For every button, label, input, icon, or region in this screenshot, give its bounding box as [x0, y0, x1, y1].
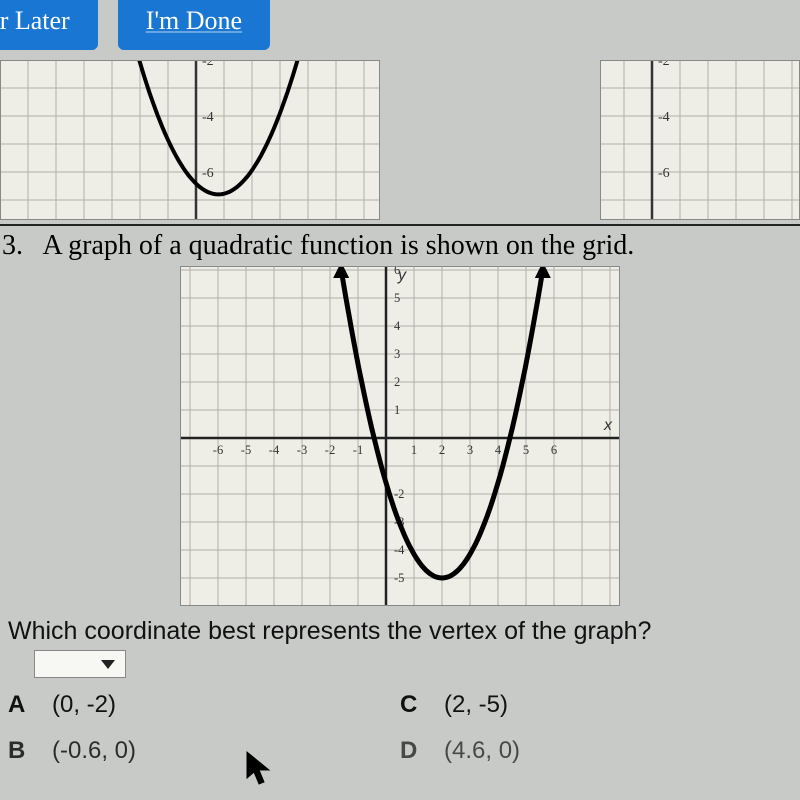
svg-text:6: 6 [551, 443, 557, 457]
answer-text: (4.6, 0) [444, 737, 520, 765]
sub-question-block: Which coordinate best represents the ver… [0, 612, 800, 683]
save-for-later-button[interactable]: e for Later [0, 0, 98, 50]
main-graph-svg: -6-5-4-3-2-1123456654321-2-3-4-5xy [180, 266, 620, 606]
question-number: 3. [2, 230, 23, 261]
svg-text:2: 2 [394, 375, 400, 389]
top-button-bar: e for Later I'm Done [0, 0, 800, 60]
svg-text:-6: -6 [658, 166, 670, 181]
svg-text:-3: -3 [297, 443, 307, 457]
question-line: 3. A graph of a quadratic function is sh… [0, 226, 800, 264]
svg-text:5: 5 [523, 443, 529, 457]
top-graph-row: -2 -4 -6 -2 -4 -6 [0, 60, 800, 226]
svg-text:-2: -2 [325, 443, 335, 457]
answer-letter: D [400, 737, 426, 765]
svg-text:2: 2 [439, 443, 445, 457]
svg-text:1: 1 [411, 443, 417, 457]
answer-letter: C [400, 691, 426, 719]
svg-text:-4: -4 [202, 110, 214, 125]
top-graph-right-svg: -2 -4 -6 [600, 60, 800, 220]
svg-text:4: 4 [394, 319, 401, 333]
svg-text:-1: -1 [353, 443, 363, 457]
svg-text:1: 1 [394, 403, 400, 417]
top-graph-left-svg: -2 -4 -6 [0, 60, 380, 220]
answer-letter: B [8, 737, 34, 765]
answer-option-d[interactable]: D (4.6, 0) [400, 737, 792, 765]
svg-text:5: 5 [394, 291, 400, 305]
svg-text:-4: -4 [269, 443, 280, 457]
answer-text: (-0.6, 0) [52, 737, 136, 765]
svg-text:-6: -6 [213, 443, 223, 457]
svg-text:-2: -2 [394, 487, 404, 501]
svg-text:-6: -6 [202, 166, 214, 181]
sub-question-text: Which coordinate best represents the ver… [8, 617, 651, 645]
svg-text:4: 4 [495, 443, 502, 457]
main-graph-container: -6-5-4-3-2-1123456654321-2-3-4-5xy [0, 264, 800, 612]
answer-text: (0, -2) [52, 691, 116, 719]
top-graph-right: -2 -4 -6 [600, 60, 800, 220]
svg-text:y: y [397, 267, 407, 284]
svg-text:-4: -4 [658, 110, 670, 125]
svg-text:3: 3 [394, 347, 400, 361]
svg-text:-2: -2 [202, 60, 214, 69]
top-graph-left: -2 -4 -6 [0, 60, 380, 220]
svg-text:-2: -2 [658, 60, 670, 69]
answer-letter: A [8, 691, 34, 719]
answer-option-a[interactable]: A (0, -2) [8, 691, 400, 719]
svg-text:-5: -5 [241, 443, 251, 457]
svg-text:-4: -4 [394, 543, 405, 557]
answer-option-b[interactable]: B (-0.6, 0) [8, 737, 400, 765]
svg-text:3: 3 [467, 443, 473, 457]
question-text: A graph of a quadratic function is shown… [42, 230, 634, 261]
svg-text:x: x [603, 417, 613, 434]
im-done-button[interactable]: I'm Done [118, 0, 270, 50]
answer-grid: A (0, -2) C (2, -5) B (-0.6, 0) D (4.6, … [0, 683, 800, 765]
answer-select[interactable] [34, 650, 126, 678]
svg-text:-5: -5 [394, 571, 404, 585]
answer-option-c[interactable]: C (2, -5) [400, 691, 792, 719]
answer-text: (2, -5) [444, 691, 508, 719]
